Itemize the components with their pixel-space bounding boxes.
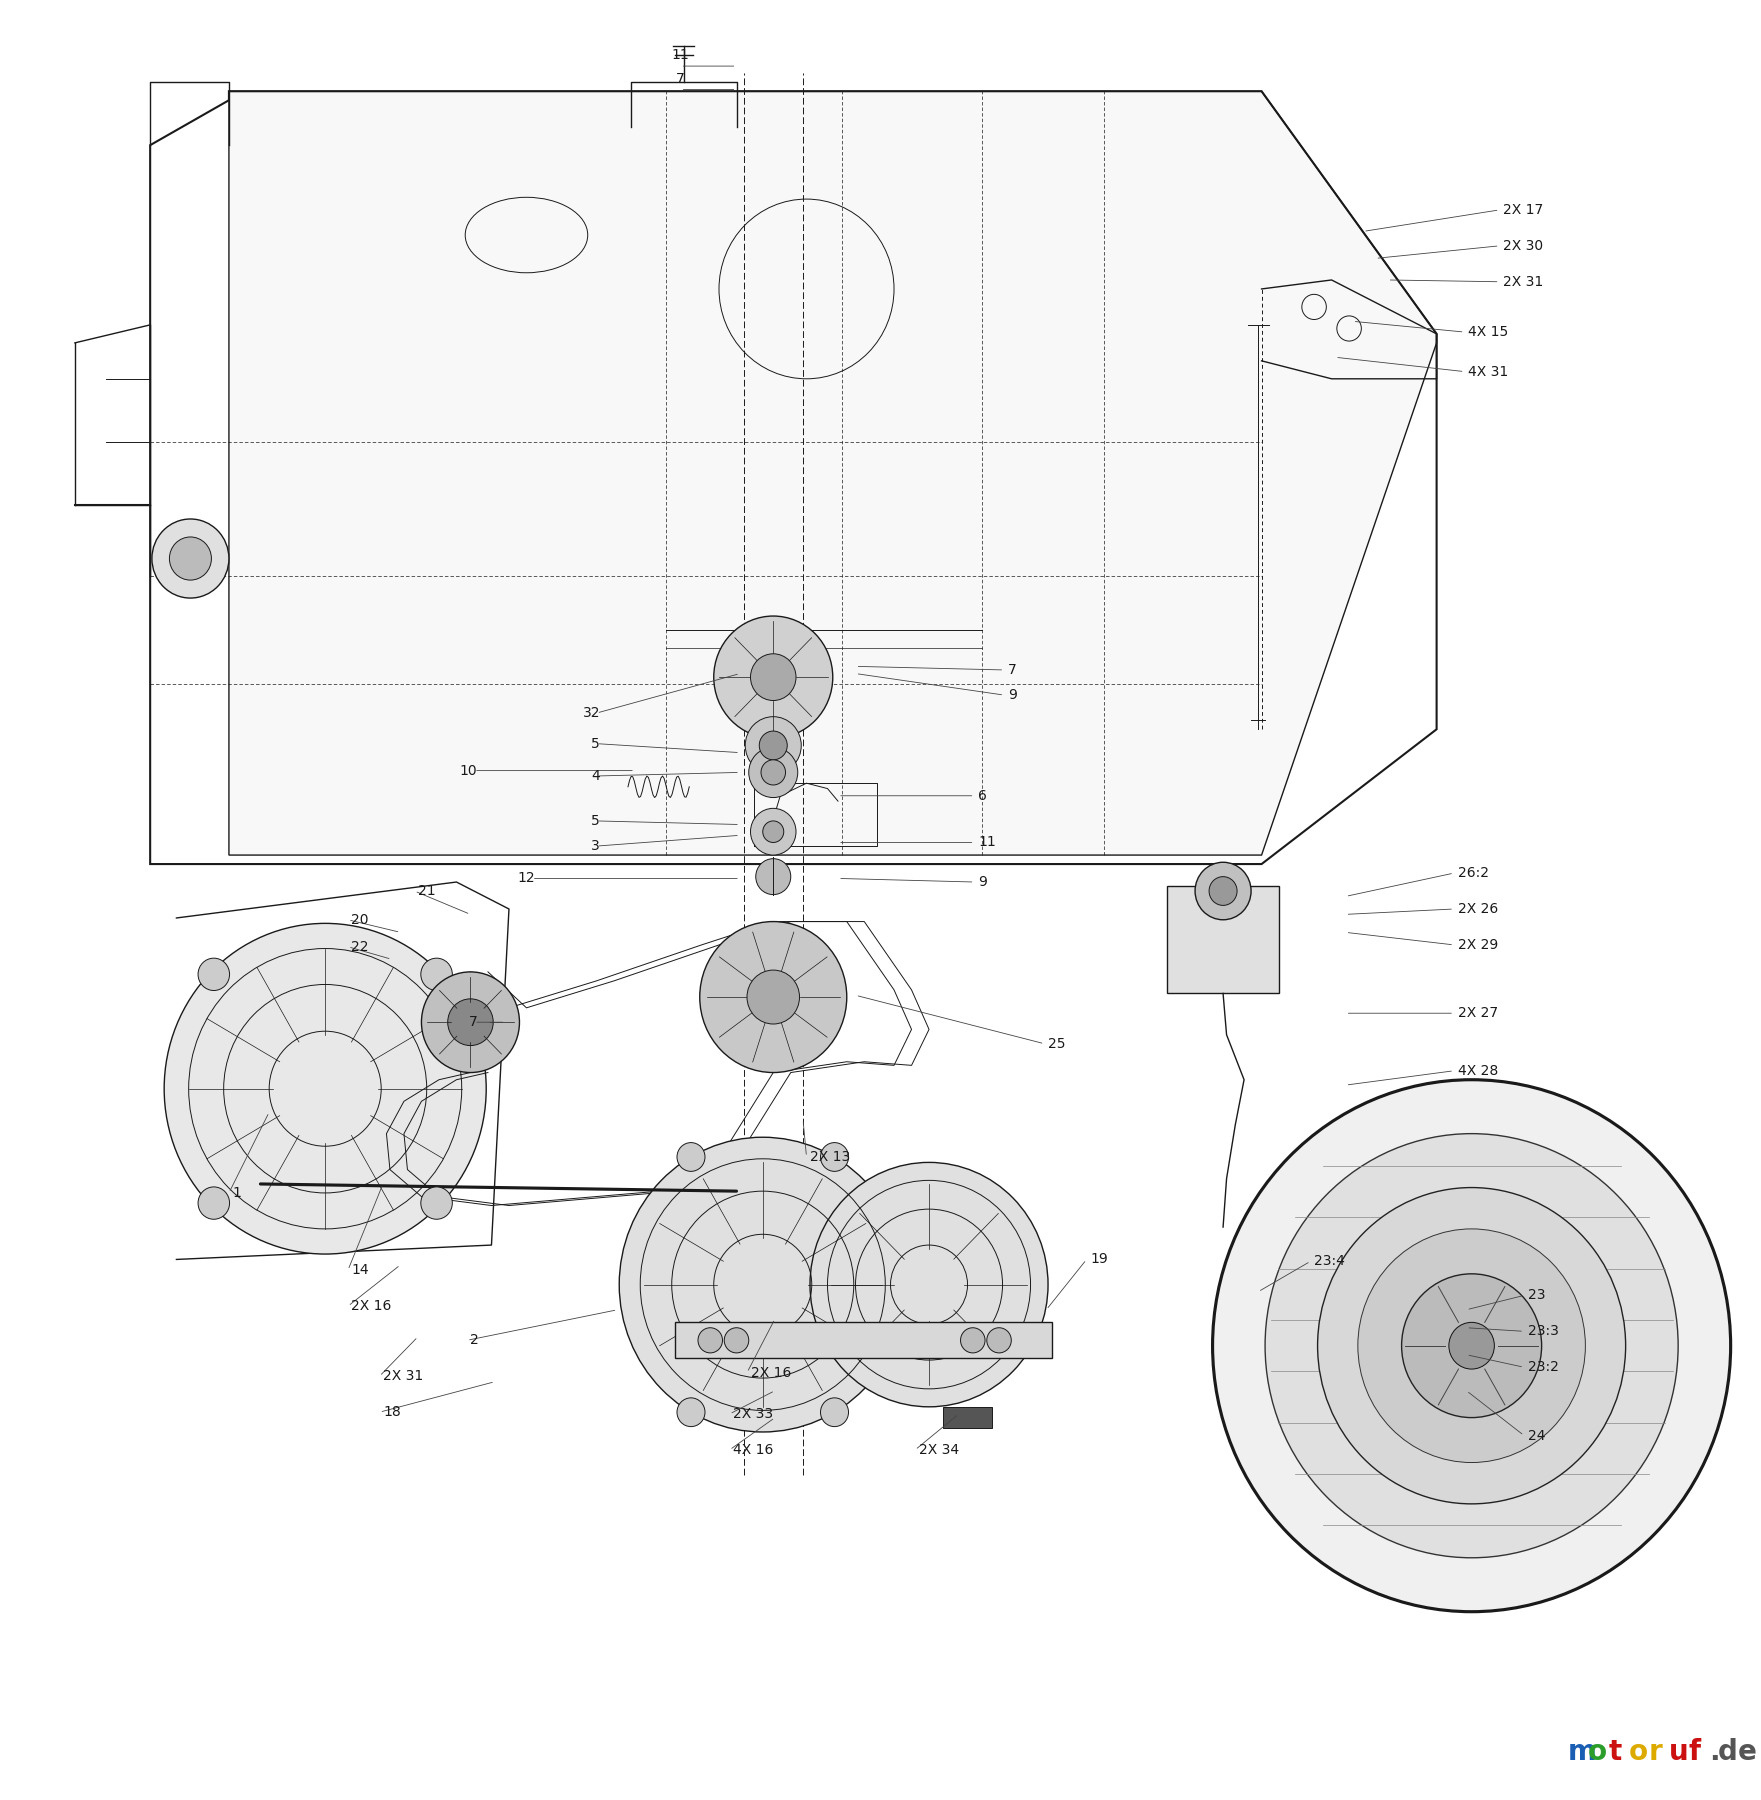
Text: 2X 13: 2X 13 (810, 1150, 851, 1165)
Circle shape (676, 1399, 704, 1427)
Text: 20: 20 (352, 913, 370, 927)
Circle shape (759, 731, 787, 760)
Text: 7: 7 (468, 1015, 477, 1030)
Circle shape (810, 1163, 1048, 1408)
Circle shape (986, 1328, 1011, 1354)
Circle shape (1449, 1323, 1495, 1370)
Circle shape (197, 958, 229, 990)
Circle shape (421, 972, 519, 1073)
Text: 2X 16: 2X 16 (352, 1300, 391, 1314)
Circle shape (755, 859, 791, 895)
Text: 14: 14 (352, 1264, 370, 1278)
Text: 25: 25 (1048, 1037, 1065, 1051)
Circle shape (1213, 1080, 1731, 1611)
Text: 6: 6 (977, 788, 986, 803)
Polygon shape (229, 92, 1437, 855)
Circle shape (620, 1138, 907, 1433)
Circle shape (713, 616, 833, 738)
Text: 4X 31: 4X 31 (1469, 365, 1509, 378)
Text: 2X 17: 2X 17 (1504, 203, 1543, 216)
Text: 19: 19 (1090, 1253, 1108, 1267)
Circle shape (761, 760, 785, 785)
Text: 9: 9 (1007, 688, 1016, 702)
Circle shape (697, 1328, 722, 1354)
Text: 4: 4 (592, 769, 601, 783)
Circle shape (747, 970, 799, 1024)
Circle shape (1196, 862, 1250, 920)
Text: 2X 31: 2X 31 (382, 1370, 423, 1382)
Text: 2X 26: 2X 26 (1458, 902, 1499, 916)
Text: m: m (1567, 1739, 1597, 1766)
Circle shape (1210, 877, 1236, 905)
Circle shape (164, 923, 486, 1255)
Circle shape (1317, 1188, 1625, 1503)
Circle shape (1358, 1229, 1585, 1463)
Circle shape (151, 518, 229, 598)
Text: 9: 9 (977, 875, 986, 889)
Circle shape (745, 716, 801, 774)
Circle shape (1264, 1134, 1678, 1557)
Text: 21: 21 (417, 884, 435, 898)
Text: 12: 12 (518, 871, 535, 886)
Text: 3: 3 (592, 839, 601, 853)
Circle shape (821, 1399, 849, 1427)
Text: .: . (1708, 1739, 1719, 1766)
Circle shape (421, 958, 453, 990)
Text: 2X 34: 2X 34 (919, 1444, 958, 1456)
Text: 23:3: 23:3 (1527, 1325, 1558, 1339)
Text: e: e (1738, 1739, 1756, 1766)
Circle shape (960, 1328, 984, 1354)
Circle shape (699, 922, 847, 1073)
Text: 11: 11 (671, 49, 689, 63)
Circle shape (724, 1328, 748, 1354)
Text: u: u (1668, 1739, 1689, 1766)
Text: 4X 15: 4X 15 (1469, 326, 1509, 338)
Text: 24: 24 (1527, 1429, 1544, 1442)
Text: f: f (1689, 1739, 1701, 1766)
Text: 2X 31: 2X 31 (1504, 275, 1543, 288)
Text: 23:2: 23:2 (1527, 1361, 1558, 1373)
Text: d: d (1717, 1739, 1738, 1766)
Text: 5: 5 (592, 814, 601, 828)
Text: 18: 18 (382, 1406, 402, 1418)
Text: 4X 28: 4X 28 (1458, 1064, 1499, 1078)
Circle shape (821, 1143, 849, 1172)
Bar (674, 1323, 1051, 1359)
Circle shape (763, 821, 784, 842)
Text: 2: 2 (470, 1334, 479, 1348)
Text: 23:4: 23:4 (1314, 1255, 1345, 1269)
Text: t: t (1608, 1739, 1622, 1766)
Circle shape (748, 747, 798, 797)
Text: 32: 32 (583, 706, 601, 720)
Text: 7: 7 (676, 72, 685, 86)
Text: 10: 10 (460, 763, 477, 778)
Text: 2X 33: 2X 33 (733, 1408, 773, 1420)
Text: 2X 30: 2X 30 (1504, 239, 1543, 252)
Text: 2X 16: 2X 16 (750, 1366, 791, 1379)
Text: 1: 1 (232, 1186, 241, 1201)
Text: 2X 29: 2X 29 (1458, 938, 1499, 952)
Text: o: o (1629, 1739, 1647, 1766)
Circle shape (169, 536, 211, 580)
Circle shape (750, 808, 796, 855)
Text: r: r (1648, 1739, 1662, 1766)
Text: 23: 23 (1527, 1289, 1544, 1303)
Text: 26:2: 26:2 (1458, 866, 1488, 880)
Text: 4X 16: 4X 16 (733, 1444, 773, 1456)
Text: 22: 22 (352, 940, 370, 954)
Circle shape (750, 653, 796, 700)
Bar (1168, 886, 1278, 994)
Circle shape (1402, 1274, 1541, 1418)
Circle shape (676, 1143, 704, 1172)
Circle shape (447, 999, 493, 1046)
Circle shape (421, 1186, 453, 1219)
Text: 5: 5 (592, 736, 601, 751)
Text: o: o (1588, 1739, 1608, 1766)
Text: 7: 7 (1007, 662, 1016, 677)
Text: 11: 11 (977, 835, 995, 850)
Bar (944, 1408, 991, 1429)
Circle shape (197, 1186, 229, 1219)
Text: 2X 27: 2X 27 (1458, 1006, 1499, 1021)
